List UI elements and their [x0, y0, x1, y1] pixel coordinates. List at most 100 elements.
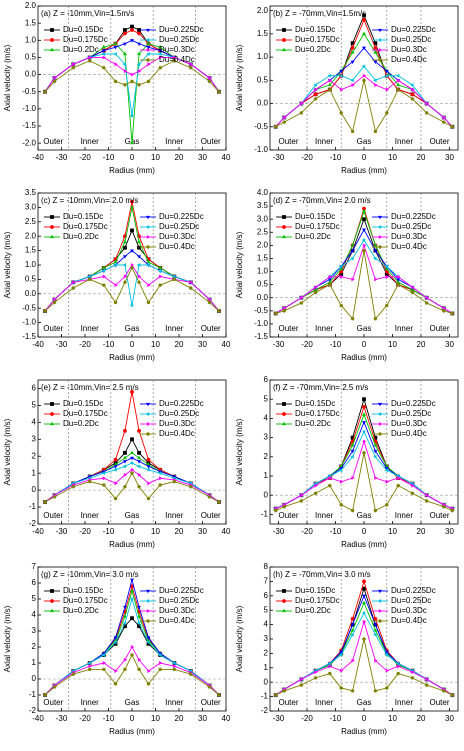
data-point: [350, 449, 355, 454]
data-point: [362, 78, 366, 82]
y-tick-label: 1: [32, 658, 37, 667]
data-point: [137, 605, 142, 610]
legend-marker: [50, 412, 54, 416]
data-point: [129, 113, 134, 118]
x-tick-label: -20: [79, 153, 91, 162]
legend-marker: [50, 225, 54, 229]
data-point: [130, 653, 134, 657]
legend-marker: [282, 215, 286, 219]
data-point: [130, 450, 134, 454]
data-point: [157, 471, 162, 476]
data-point: [384, 467, 389, 471]
legend-label: Du=0.2Dc: [295, 419, 331, 428]
data-point: [188, 66, 193, 70]
region-label: Outer: [43, 137, 63, 146]
data-point: [122, 460, 127, 464]
region-label: Inner: [81, 698, 100, 707]
legend-label: Du=0.225Dc: [391, 25, 436, 34]
region-label: Outer: [429, 324, 449, 333]
data-point: [146, 52, 150, 56]
data-point: [207, 495, 212, 499]
data-point: [102, 55, 107, 60]
data-point: [362, 243, 367, 248]
region-label: Outer: [279, 698, 299, 707]
data-point: [350, 50, 355, 54]
data-point: [158, 483, 163, 487]
data-point: [350, 243, 355, 247]
data-point: [130, 24, 134, 29]
data-point: [130, 437, 134, 442]
data-point: [208, 297, 212, 302]
data-point: [217, 90, 221, 94]
data-point: [362, 600, 366, 605]
y-tick-label: -1: [29, 690, 37, 699]
data-point: [113, 640, 117, 645]
data-point: [362, 46, 366, 51]
x-tick-label: -10: [103, 527, 115, 536]
data-point: [130, 205, 134, 209]
legend-label: Du=0.4Dc: [391, 242, 427, 251]
y-tick-label: 1.0: [25, 260, 37, 269]
y-axis-label: Axial velocity (m/s): [3, 605, 12, 672]
data-point: [113, 496, 118, 501]
series-line: [44, 653, 220, 696]
data-point: [189, 62, 194, 67]
x-axis-label: Radius (mm): [109, 353, 155, 362]
x-tick-label: 10: [388, 714, 397, 723]
data-point: [351, 277, 355, 282]
legend-marker: [378, 432, 382, 436]
y-tick-label: 5: [264, 394, 269, 403]
x-tick-label: 0: [130, 340, 135, 349]
legend-label: Du=0.2Dc: [63, 419, 99, 428]
region-label: Outer: [43, 511, 63, 520]
x-tick-label: 20: [417, 153, 426, 162]
y-tick-label: 2.0: [257, 6, 269, 15]
data-point: [373, 632, 377, 637]
legend-label: Du=0.25Dc: [391, 596, 431, 605]
legend-marker: [377, 38, 382, 42]
legend-marker: [146, 589, 150, 594]
y-tick-label: -1.0: [22, 104, 36, 113]
x-tick-label: 40: [222, 340, 231, 349]
y-tick-label: 0.5: [257, 75, 269, 84]
legend-label: Du=0.3Dc: [391, 232, 427, 241]
legend-marker: [146, 422, 151, 426]
data-point: [339, 467, 344, 471]
data-point: [130, 467, 135, 472]
region-label: Outer: [279, 324, 299, 333]
region-label: Inner: [395, 324, 414, 333]
data-point: [339, 69, 344, 74]
data-point: [384, 264, 388, 269]
data-point: [411, 87, 415, 92]
y-tick-label: 0.0: [257, 293, 269, 302]
data-point: [159, 274, 163, 279]
legend-label: Du=0.4Dc: [159, 55, 195, 64]
data-point: [113, 300, 118, 305]
data-point: [71, 66, 76, 70]
region-label: Inner: [165, 511, 184, 520]
legend-label: Du=0.2Dc: [63, 45, 99, 54]
series-line: [44, 452, 220, 503]
region-label: Inner: [315, 698, 334, 707]
y-axis-label: Axial velocity (m/s): [3, 231, 12, 298]
data-point: [101, 667, 106, 672]
y-tick-label: 4: [32, 610, 37, 619]
data-point: [137, 455, 142, 460]
x-tick-label: 40: [222, 527, 231, 536]
legend-label: Du=0.15Dc: [63, 212, 103, 221]
data-point: [207, 79, 212, 84]
y-tick-label: 0: [32, 485, 37, 494]
data-point: [137, 485, 141, 489]
data-point: [362, 579, 366, 584]
y-tick-label: 3: [264, 433, 269, 442]
y-tick-label: 2: [264, 649, 269, 658]
data-point: [147, 62, 151, 67]
legend-label: Du=0.4Dc: [391, 429, 427, 438]
data-point: [188, 286, 193, 290]
data-point: [130, 140, 134, 145]
data-point: [339, 503, 344, 507]
y-tick-label: 0: [264, 677, 269, 686]
data-point: [113, 636, 118, 640]
data-point: [314, 87, 318, 92]
legend-label: Du=0.175Dc: [63, 222, 108, 231]
